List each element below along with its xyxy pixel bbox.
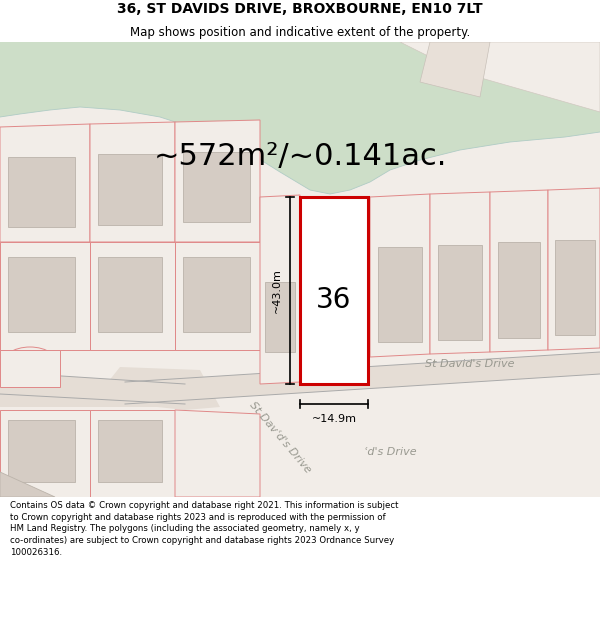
Polygon shape: [0, 242, 90, 350]
Text: ~14.9m: ~14.9m: [311, 414, 356, 424]
Polygon shape: [8, 257, 75, 332]
Text: ~43.0m: ~43.0m: [272, 268, 282, 313]
Polygon shape: [175, 410, 260, 497]
Polygon shape: [175, 120, 260, 242]
Polygon shape: [555, 240, 595, 335]
Polygon shape: [183, 152, 250, 222]
Polygon shape: [183, 257, 250, 332]
Polygon shape: [8, 157, 75, 227]
Polygon shape: [98, 420, 162, 482]
Polygon shape: [438, 245, 482, 340]
Polygon shape: [400, 42, 600, 112]
Polygon shape: [265, 282, 295, 352]
Polygon shape: [378, 247, 422, 342]
Text: St Davʿd's Drive: St Davʿd's Drive: [247, 399, 313, 474]
Polygon shape: [548, 188, 600, 350]
Text: St David's Drive: St David's Drive: [425, 359, 515, 369]
Polygon shape: [0, 124, 90, 242]
Polygon shape: [370, 194, 430, 357]
Polygon shape: [100, 367, 220, 410]
Polygon shape: [260, 195, 300, 384]
Polygon shape: [125, 352, 600, 404]
Text: 36, ST DAVIDS DRIVE, BROXBOURNE, EN10 7LT: 36, ST DAVIDS DRIVE, BROXBOURNE, EN10 7L…: [117, 2, 483, 16]
Polygon shape: [430, 192, 490, 354]
Polygon shape: [90, 122, 175, 242]
Text: Contains OS data © Crown copyright and database right 2021. This information is : Contains OS data © Crown copyright and d…: [10, 501, 398, 557]
Polygon shape: [300, 197, 368, 384]
Polygon shape: [0, 472, 55, 497]
Text: ~572m²/~0.141ac.: ~572m²/~0.141ac.: [154, 142, 446, 171]
Polygon shape: [498, 242, 540, 338]
Polygon shape: [175, 242, 260, 350]
Polygon shape: [8, 420, 75, 482]
Polygon shape: [98, 257, 162, 332]
Polygon shape: [0, 42, 600, 194]
Polygon shape: [0, 350, 60, 387]
Polygon shape: [98, 154, 162, 225]
Polygon shape: [90, 242, 175, 350]
Polygon shape: [90, 410, 175, 497]
Polygon shape: [420, 42, 490, 97]
Text: ʿd's Drive: ʿd's Drive: [364, 447, 416, 457]
Polygon shape: [0, 410, 90, 497]
Text: Map shows position and indicative extent of the property.: Map shows position and indicative extent…: [130, 26, 470, 39]
Polygon shape: [0, 42, 600, 497]
Polygon shape: [490, 190, 548, 352]
Polygon shape: [0, 372, 185, 407]
Text: 36: 36: [316, 286, 352, 314]
